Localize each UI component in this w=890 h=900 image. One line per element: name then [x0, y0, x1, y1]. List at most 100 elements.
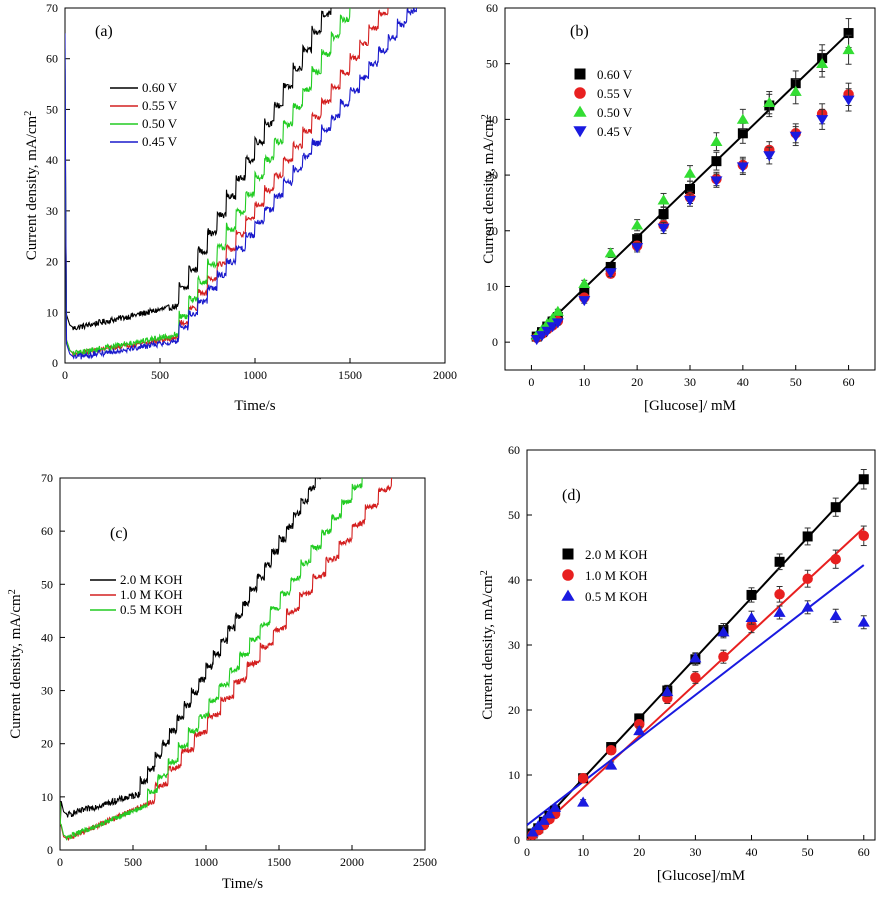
y-tick-label: 0 [47, 843, 53, 857]
y-tick-label: 40 [46, 153, 58, 167]
data-point-2-0-m-koh [858, 474, 869, 485]
y-tick-label: 20 [508, 703, 520, 717]
data-point-0-45-v [816, 115, 829, 126]
data-point-0-45-v [683, 195, 697, 206]
data-point-0-60-v [658, 209, 669, 220]
x-tick-label: 0 [524, 845, 530, 859]
data-point-0-50-v [657, 194, 670, 205]
x-tick-label: 10 [577, 845, 589, 859]
y-tick-label: 60 [46, 52, 58, 66]
series-line-0-5-m-koh [60, 478, 363, 841]
data-point-0-5-m-koh [633, 725, 646, 736]
series-line-0-50-v [65, 8, 351, 357]
data-point-0-50-v [631, 219, 644, 230]
y-tick-label: 0 [52, 356, 58, 370]
legend-label: 0.55 V [142, 98, 178, 113]
data-point-0-45-v [842, 95, 855, 106]
panel-d: 0 10 20 30 40 50 60 0 10 20 30 40 50 60 [Glucose]/mM Cu… [479, 443, 876, 884]
legend-label: 0.45 V [142, 134, 178, 149]
data-point-1-0-m-koh [605, 745, 617, 756]
data-point-0-60-v [711, 156, 722, 167]
y-axis-label: Current density, mA/cm2 [23, 111, 41, 260]
y-tick-label: 60 [486, 1, 498, 15]
x-tick-label: 40 [746, 845, 758, 859]
x-tick-label: 0 [62, 368, 68, 382]
y-axis-label-sup: 2 [479, 570, 490, 575]
panel-label: (b) [570, 23, 589, 40]
x-tick-label: 500 [151, 368, 169, 382]
data-point-0-50-v [763, 96, 776, 107]
x-tick-label: 1500 [338, 368, 362, 382]
data-point-0-50-v [789, 85, 802, 96]
legend-label: 0.60 V [597, 67, 633, 82]
data-point-2-0-m-koh [774, 556, 785, 567]
data-point-0-45-v [631, 243, 644, 254]
legend-marker [574, 68, 586, 80]
legend-marker [561, 589, 575, 601]
data-point-0-5-m-koh [717, 626, 730, 637]
legend-marker [573, 105, 587, 117]
legend-label: 0.5 M KOH [585, 589, 647, 604]
y-tick-label: 70 [46, 1, 58, 15]
data-point-0-45-v [763, 151, 776, 162]
data-point-0-50-v [736, 113, 749, 124]
data-point-0-50-v [842, 44, 855, 55]
x-tick-label: 60 [843, 375, 855, 389]
fit-line [527, 564, 865, 826]
data-point-0-50-v [710, 135, 723, 146]
x-tick-label: 0 [57, 855, 63, 869]
data-point-0-45-v [578, 296, 591, 307]
y-tick-label: 30 [46, 204, 58, 218]
data-point-0-60-v [579, 287, 590, 298]
y-axis-label-sup: 2 [23, 111, 34, 116]
y-tick-label: 40 [41, 630, 53, 644]
legend-marker [574, 87, 586, 99]
fit-line [527, 527, 865, 840]
y-tick-label: 10 [486, 279, 498, 293]
y-axis-label: Current density, mA/cm2 [480, 114, 498, 263]
legend-label: 0.50 V [142, 116, 178, 131]
data-point-0-5-m-koh [661, 686, 674, 697]
y-tick-label: 30 [486, 168, 498, 182]
x-tick-label: 2500 [413, 855, 437, 869]
data-point-2-0-m-koh [746, 589, 757, 600]
y-tick-label: 60 [41, 524, 53, 538]
panel-label: (d) [562, 487, 581, 504]
data-point-1-0-m-koh [830, 553, 841, 565]
data-point-1-0-m-koh [774, 589, 785, 600]
y-tick-label: 40 [508, 573, 520, 587]
data-point-1-0-m-koh [858, 530, 870, 542]
data-point-0-5-m-koh [549, 801, 562, 812]
series-line-0-45-v [65, 8, 417, 360]
data-point-0-5-m-koh [745, 611, 758, 623]
legend-label: 1.0 M KOH [120, 587, 182, 602]
x-axis-label: Time/s [234, 398, 275, 414]
x-tick-label: 1000 [243, 368, 267, 382]
data-point-1-0-m-koh [802, 573, 813, 584]
y-tick-label: 50 [486, 57, 498, 71]
plot-area [60, 478, 393, 842]
series-line-1-0-m-koh [60, 478, 393, 842]
x-tick-label: 2000 [340, 855, 364, 869]
data-point-1-0-m-koh [577, 773, 589, 784]
y-axis-label: Current density, mA/cm2 [7, 589, 25, 738]
legend-marker [562, 569, 574, 581]
data-point-0-50-v [683, 167, 697, 178]
y-axis-label-sup: 2 [480, 114, 491, 119]
x-tick-label: 60 [858, 845, 870, 859]
data-point-0-50-v [578, 277, 591, 288]
panel-label: (a) [95, 23, 113, 40]
legend-label: 0.60 V [142, 80, 178, 95]
data-point-0-45-v [551, 318, 564, 329]
data-point-0-5-m-koh [543, 808, 556, 819]
y-tick-label: 40 [486, 112, 498, 126]
y-axis-label-text: Current density, mA/cm [8, 594, 24, 739]
data-point-0-50-v [816, 57, 829, 69]
data-point-0-5-m-koh [527, 826, 539, 837]
y-tick-label: 20 [486, 224, 498, 238]
data-point-0-60-v [632, 234, 643, 245]
legend-marker [573, 126, 587, 138]
y-tick-label: 10 [508, 768, 520, 782]
x-tick-label: 50 [802, 845, 814, 859]
legend-label: 0.50 V [597, 105, 633, 120]
